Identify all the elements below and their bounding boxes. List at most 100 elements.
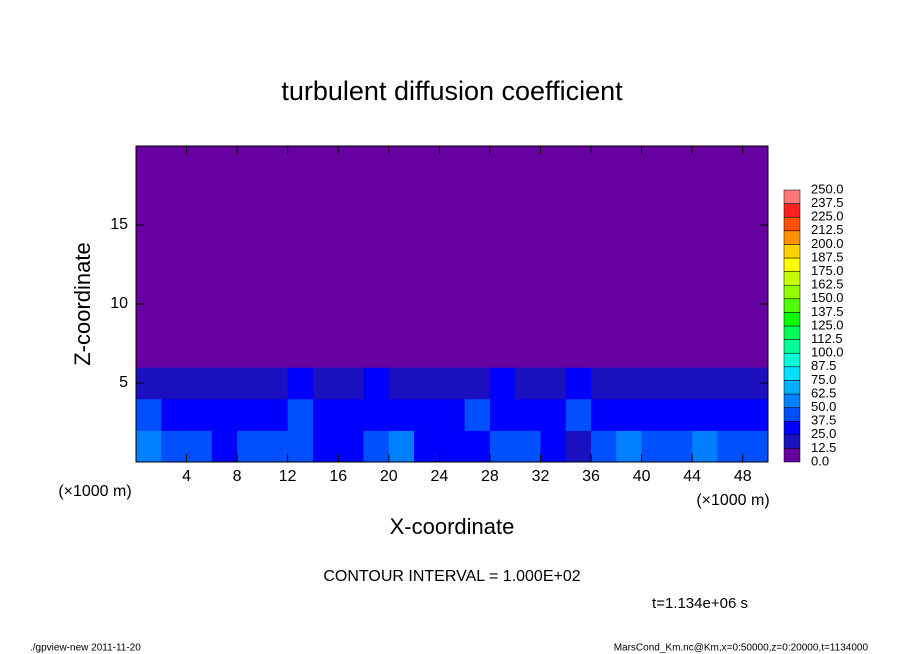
cell [515, 177, 541, 210]
cell [439, 240, 466, 273]
cell [161, 430, 188, 463]
cell [540, 304, 567, 337]
cell [742, 146, 769, 179]
colorbar-bin [783, 407, 801, 422]
cell [237, 240, 263, 273]
cell [414, 240, 440, 273]
cell [363, 272, 390, 305]
cell [338, 304, 365, 337]
cell [565, 177, 592, 210]
cell [338, 398, 365, 431]
cell [717, 367, 744, 400]
cell [186, 430, 213, 463]
colorbar-bin [783, 230, 801, 245]
cell [439, 177, 466, 210]
cell [186, 272, 213, 305]
cell [464, 240, 491, 273]
colorbar-bin [783, 271, 801, 286]
annotation: t=1.134e+06 s [652, 595, 748, 612]
cell [414, 177, 440, 210]
colorbar-label: 187.5 [811, 249, 844, 264]
cell [312, 430, 339, 463]
cell [666, 304, 693, 337]
colorbar-label: 200.0 [811, 236, 844, 251]
cell [464, 335, 491, 368]
cell [186, 398, 213, 431]
colorbar-bin [783, 257, 801, 272]
cell [312, 272, 339, 305]
colorbar-bin [783, 216, 801, 232]
cell [742, 430, 769, 463]
cell [515, 335, 541, 368]
colorbar-label: 162.5 [811, 277, 844, 292]
colorbar-bin [783, 189, 801, 204]
y-tick-label: 10 [110, 295, 128, 312]
colorbar-bin [783, 380, 801, 395]
cell [414, 398, 440, 431]
x-tick-label: 32 [532, 468, 550, 485]
cell [489, 272, 516, 305]
footer-right: MarsCond_Km.nc@Km,x=0:50000,z=0:20000,t=… [614, 643, 869, 654]
cell [312, 304, 339, 337]
cell [540, 177, 567, 210]
cell [591, 335, 617, 368]
cell [439, 398, 466, 431]
cell [742, 177, 769, 210]
cell [161, 335, 188, 368]
colorbar-label: 0.0 [811, 453, 829, 468]
cell [515, 272, 541, 305]
cell [692, 304, 718, 337]
cell [136, 177, 162, 210]
cell [136, 398, 162, 431]
cell [211, 398, 238, 431]
cell [388, 272, 415, 305]
cell [363, 209, 390, 242]
x-tick-label: 28 [481, 468, 499, 485]
cell [237, 304, 263, 337]
colorbar-bin [783, 420, 801, 436]
cell [616, 367, 643, 400]
cell [338, 367, 365, 400]
cell [262, 272, 289, 305]
cell [641, 209, 668, 242]
cell [464, 398, 491, 431]
cell [312, 398, 339, 431]
cell [338, 146, 365, 179]
cell [489, 240, 516, 273]
x-tick-label: 4 [182, 468, 191, 485]
cell [717, 146, 744, 179]
cell [591, 177, 617, 210]
colorbar-label: 250.0 [811, 181, 844, 196]
cell [565, 398, 592, 431]
cell [161, 304, 188, 337]
cell [262, 146, 289, 179]
cell [414, 430, 440, 463]
cell [565, 430, 592, 463]
cell [211, 367, 238, 400]
cell [692, 209, 718, 242]
cell [641, 177, 668, 210]
cell [338, 177, 365, 210]
cell [565, 304, 592, 337]
cell [287, 272, 314, 305]
cell [591, 272, 617, 305]
cell [742, 272, 769, 305]
cell [464, 272, 491, 305]
cell [616, 209, 643, 242]
cell [540, 430, 567, 463]
x-tick-label: 20 [380, 468, 398, 485]
cell [287, 430, 314, 463]
y-axis-label: Z-coordinate [70, 242, 95, 366]
cell [717, 177, 744, 210]
cell [565, 272, 592, 305]
cell [211, 272, 238, 305]
cell [439, 335, 466, 368]
x-tick-label: 12 [279, 468, 297, 485]
colorbar-bin [783, 244, 801, 259]
cell [161, 177, 188, 210]
cell [540, 146, 567, 179]
cell [591, 146, 617, 179]
cell [262, 209, 289, 242]
cell [338, 240, 365, 273]
